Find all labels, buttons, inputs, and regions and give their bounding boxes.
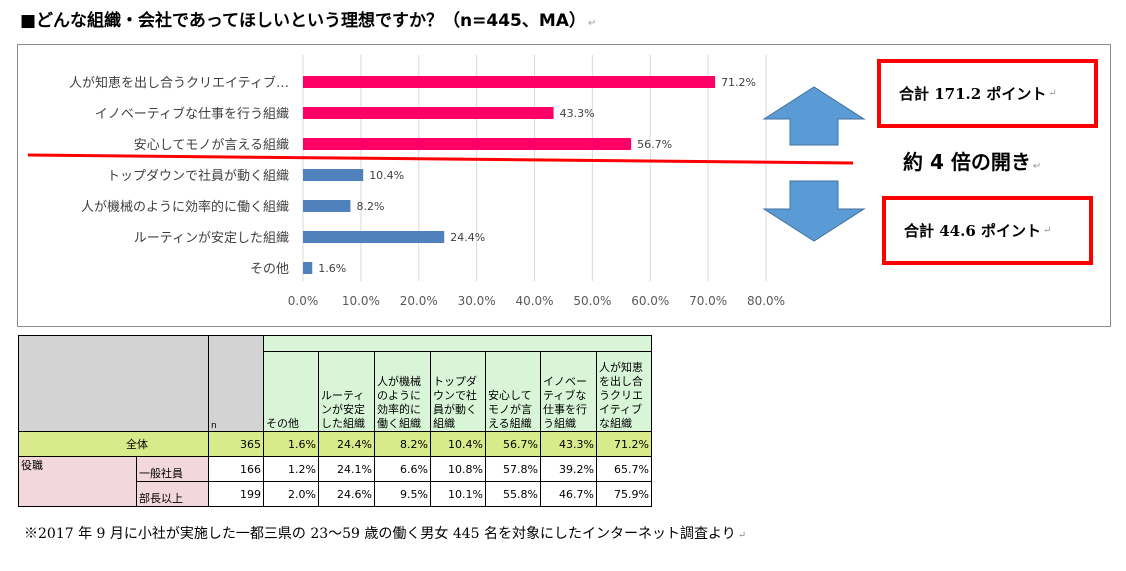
n-header: n xyxy=(208,335,264,432)
bar xyxy=(303,169,364,181)
value-cell: 75.9% xyxy=(596,481,652,507)
value-cell: 46.7% xyxy=(540,481,597,507)
n-cell: 365 xyxy=(208,431,264,457)
data-label: 43.3% xyxy=(560,107,595,120)
row-label: 全体 xyxy=(18,431,209,457)
value-cell: 1.6% xyxy=(263,431,319,457)
col-header: 安心してモノが言える組織 xyxy=(485,351,541,432)
gap-annotation: 約 4 倍の開き ↵ xyxy=(903,150,1042,174)
footnote: ※2017 年 9 月に小社が実施した一都三県の 23～59 歳の働く男女 44… xyxy=(24,526,747,542)
value-cell: 57.8% xyxy=(485,456,541,482)
col-header: 人が知恵を出し合うクリエイティブな組織 xyxy=(596,351,652,432)
value-cell: 1.2% xyxy=(263,456,319,482)
value-cell: 10.8% xyxy=(430,456,486,482)
row-label: 部長以上 xyxy=(136,481,209,507)
bar xyxy=(303,138,632,150)
col-header: イノベーティブな仕事を行う組織 xyxy=(540,351,597,432)
x-tick-label: 70.0% xyxy=(689,294,727,308)
group-label: 役職 xyxy=(18,456,137,507)
data-label: 8.2% xyxy=(356,200,384,213)
x-tick-label: 30.0% xyxy=(458,294,496,308)
value-cell: 6.6% xyxy=(374,456,431,482)
value-cell: 39.2% xyxy=(540,456,597,482)
data-label: 1.6% xyxy=(318,262,346,275)
col-header: ルーティンが安定した組織 xyxy=(318,351,375,432)
up-arrow-icon xyxy=(762,86,866,146)
bar xyxy=(303,231,445,243)
data-label: 24.4% xyxy=(450,231,485,244)
value-cell: 71.2% xyxy=(596,431,652,457)
value-cell: 24.4% xyxy=(318,431,375,457)
x-tick-label: 10.0% xyxy=(342,294,380,308)
category-label: その他 xyxy=(250,262,289,277)
callout-top-total: 合計 171.2 ポイント ↵ xyxy=(877,59,1098,128)
down-arrow-icon xyxy=(762,180,866,242)
value-cell: 56.7% xyxy=(485,431,541,457)
data-label: 71.2% xyxy=(721,76,756,89)
category-label: ルーティンが安定した組織 xyxy=(134,231,289,246)
row-label: 一般社員 xyxy=(136,456,209,482)
bar-chart: 0.0% 10.0% 20.0% 30.0% 40.0% 50.0% 60.0% 70.0% 8… xyxy=(27,55,866,308)
category-label: トップダウンで社員が動く組織 xyxy=(107,168,289,184)
col-header: その他 xyxy=(263,351,319,432)
table-corner xyxy=(18,335,209,432)
x-tick-label: 0.0% xyxy=(288,294,319,308)
value-cell: 55.8% xyxy=(485,481,541,507)
col-header: 人が機械のように効率的に働く組織 xyxy=(374,351,431,432)
x-tick-label: 50.0% xyxy=(573,294,611,308)
callout-bottom-text: 合計 44.6 ポイント xyxy=(904,222,1041,240)
category-label: 人が知恵を出し合うクリエイティブ… xyxy=(69,75,289,91)
data-label: 10.4% xyxy=(369,169,404,182)
x-tick-label: 80.0% xyxy=(747,294,785,308)
x-tick-label: 60.0% xyxy=(631,294,669,308)
table-row: 部長以上 199 2.0% 24.6% 9.5% 10.1% 55.8% 46.… xyxy=(19,481,652,507)
x-tick-label: 40.0% xyxy=(515,294,553,308)
value-cell: 10.1% xyxy=(430,481,486,507)
data-table: n その他 ルーティンが安定した組織 人が機械のように効率的に働く組織 トップダ… xyxy=(18,335,652,507)
bar xyxy=(303,200,351,212)
category-label: 安心してモノが言える組織 xyxy=(134,138,289,153)
x-tick-label: 20.0% xyxy=(400,294,438,308)
callout-bottom-total: 合計 44.6 ポイント ↵ xyxy=(882,196,1093,265)
data-table-wrap: n その他 ルーティンが安定した組織 人が機械のように効率的に働く組織 トップダ… xyxy=(18,335,652,507)
page-title: ■どんな組織・会社であってほしいという理想ですか？（n=445、MA） ↵ xyxy=(20,11,597,31)
columns-group-header xyxy=(263,335,652,352)
bar xyxy=(303,107,554,119)
category-label: 人が機械のように効率的に働く組織 xyxy=(81,199,289,215)
value-cell: 10.4% xyxy=(430,431,486,457)
value-cell: 8.2% xyxy=(374,431,431,457)
n-cell: 199 xyxy=(208,481,264,507)
value-cell: 43.3% xyxy=(540,431,597,457)
value-cell: 24.6% xyxy=(318,481,375,507)
data-label: 56.7% xyxy=(637,138,672,151)
value-cell: 24.1% xyxy=(318,456,375,482)
category-label: イノベーティブな仕事を行う組織 xyxy=(95,106,289,122)
separator-line xyxy=(27,153,854,165)
value-cell: 2.0% xyxy=(263,481,319,507)
bar xyxy=(303,262,313,274)
value-cell: 9.5% xyxy=(374,481,431,507)
bar xyxy=(303,76,716,88)
table-row: 役職 一般社員 166 1.2% 24.1% 6.6% 10.8% 57.8% … xyxy=(18,456,652,507)
col-header: トップダウンで社員が動く組織 xyxy=(430,351,486,432)
table-row-total: 全体 365 1.6% 24.4% 8.2% 10.4% 56.7% 43.3%… xyxy=(18,431,652,457)
n-cell: 166 xyxy=(208,456,264,482)
callout-top-text: 合計 171.2 ポイント xyxy=(899,85,1047,103)
value-cell: 65.7% xyxy=(596,456,652,482)
